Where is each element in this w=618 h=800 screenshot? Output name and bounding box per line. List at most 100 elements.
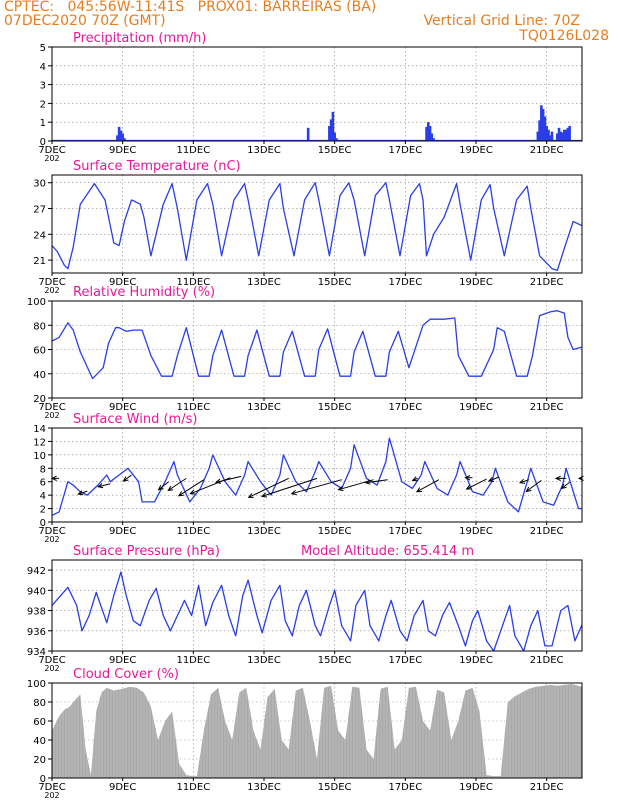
wind-arrow-head: [411, 476, 418, 482]
panel-rh: 20 40 60 80 100 7DEC 9DEC 11DEC 13DEC 15DEC 17DEC 1…: [27, 285, 583, 420]
pres-ytick-label: 938: [27, 607, 46, 618]
wind-arrow: [416, 479, 440, 493]
rh-xtick-label: 21DEC: [530, 402, 564, 413]
wind-ytick-label: 10: [33, 451, 46, 462]
wind-arrow-head: [487, 476, 495, 482]
temp-xtick-label: 17DEC: [388, 277, 422, 288]
precip-bar: [427, 122, 430, 141]
rh-xtick-label: 15DEC: [318, 402, 352, 413]
wind-xtick-label: 19DEC: [459, 526, 493, 537]
wind-ytick-label: 14: [33, 424, 46, 435]
rh-ytick-label: 20: [33, 394, 46, 405]
precip-bar: [328, 125, 331, 141]
precip-ytick-label: 2: [40, 99, 46, 110]
wind-xtick-label: 11DEC: [176, 526, 210, 537]
wind-frame: [51, 427, 583, 523]
wind-arrow: [526, 479, 542, 492]
temp-xtick-label: 15DEC: [318, 277, 352, 288]
precip-xtick-label: 21DEC: [530, 145, 564, 156]
cloud-xtick-label: 7DEC: [38, 782, 65, 793]
temp-year-stub: 202: [44, 286, 59, 295]
pres-xtick-label: 15DEC: [318, 655, 352, 666]
wind-xtick-label: 21DEC: [530, 526, 564, 537]
wind-arrow-head: [337, 486, 344, 492]
cloud-xtick-label: 15DEC: [318, 782, 352, 793]
wind-arrow-head: [518, 478, 526, 484]
precip-bar: [541, 109, 545, 141]
cloud-ytick-label: 40: [33, 736, 46, 747]
panel-pres: 934 936 938 940 942 7DEC 9DEC 11DEC 13DEC 15DEC 17…: [27, 544, 583, 673]
wind-arrow-head: [97, 483, 104, 489]
precip-xtick-label: 9DEC: [109, 145, 136, 156]
precip-bar: [432, 138, 435, 141]
precip-bar: [428, 125, 432, 141]
wind-arrow-head: [364, 479, 371, 485]
wind-vectors: [50, 474, 584, 498]
wind-arrow-head: [290, 490, 297, 496]
rh-series-line: [52, 310, 582, 380]
rh-xtick-label: 13DEC: [247, 402, 281, 413]
temp-grid: [52, 175, 582, 273]
precip-bar: [536, 131, 540, 141]
pres-ytick-label: 940: [27, 586, 46, 597]
rh-ytick-label: 100: [27, 297, 46, 308]
cloud-year-stub: 202: [44, 791, 59, 800]
pres-frame: [51, 559, 583, 652]
wind-arrow: [178, 479, 205, 497]
temp-xtick-label: 21DEC: [530, 277, 564, 288]
precip-bar: [555, 133, 559, 141]
wind-arrow: [466, 478, 487, 490]
pres-xtick-label: 9DEC: [109, 655, 136, 666]
precip-xtick-label: 17DEC: [388, 145, 422, 156]
wind-ytick-label: 0: [40, 518, 46, 529]
wind-xtick-label: 15DEC: [318, 526, 352, 537]
precip-ytick-label: 5: [40, 43, 46, 54]
wind-xtick-label: 17DEC: [388, 526, 422, 537]
wind-arrow-head: [167, 485, 174, 492]
temp-ytick-label: 24: [33, 230, 46, 241]
wind-arrow-head: [177, 491, 184, 497]
wind-arrow: [98, 483, 111, 488]
precip-ytick-label: 0: [40, 137, 46, 148]
wind-arrow-head: [525, 486, 532, 493]
precip-bar: [561, 132, 564, 141]
wind-arrow: [167, 477, 187, 491]
cloud-ytick-label: 80: [33, 698, 46, 709]
cloud-ytick-label: 60: [33, 717, 46, 728]
wind-xtick-label: 7DEC: [38, 526, 65, 537]
wind-arrow-head: [122, 476, 129, 482]
precip-bars: [116, 105, 571, 141]
wind-arrow-head: [189, 489, 196, 495]
rh-grid: [52, 301, 582, 398]
wind-ytick-label: 8: [40, 464, 46, 475]
wind-ytick-label: 6: [40, 478, 46, 489]
wind-title: Surface Wind (m/s): [73, 412, 197, 427]
precip-bar: [333, 132, 336, 141]
panel-cloud: 0 20 40 60 80 100 7DEC 9DEC 11DEC 13DEC 15DEC 17DEC…: [27, 667, 583, 800]
precip-bar: [548, 135, 552, 141]
precip-bar: [543, 116, 547, 141]
temp-xtick-label: 11DEC: [176, 277, 210, 288]
precip-xtick-label: 11DEC: [176, 145, 210, 156]
header-gridline-note: Vertical Grid Line: 70Z: [423, 13, 580, 29]
precip-bar: [566, 127, 570, 141]
precip-bar: [116, 135, 119, 141]
cloud-xtick-label: 13DEC: [247, 782, 281, 793]
precip-title: Precipitation (mm/h): [73, 31, 206, 46]
panel-wind: 0 2 4 6 8 10 12 14 7DEC 9DEC 11DEC 13DEC 15DEC 17DEC 1…: [33, 412, 584, 544]
precip-bar: [117, 126, 121, 141]
precip-bar: [568, 125, 571, 141]
precip-ytick-label: 4: [40, 62, 46, 73]
wind-arrow: [261, 477, 318, 497]
precip-bar: [545, 125, 548, 141]
wind-year-stub: 202: [44, 535, 59, 544]
pres-annotation: Model Altitude: 655.414 m: [301, 544, 474, 559]
cloud-ytick-label: 100: [27, 679, 46, 690]
rh-ytick-label: 80: [33, 321, 46, 332]
rh-xtick-label: 9DEC: [109, 402, 136, 413]
temp-frame: [51, 174, 583, 274]
temp-xtick-label: 7DEC: [38, 277, 65, 288]
temp-ytick-label: 21: [33, 256, 46, 267]
